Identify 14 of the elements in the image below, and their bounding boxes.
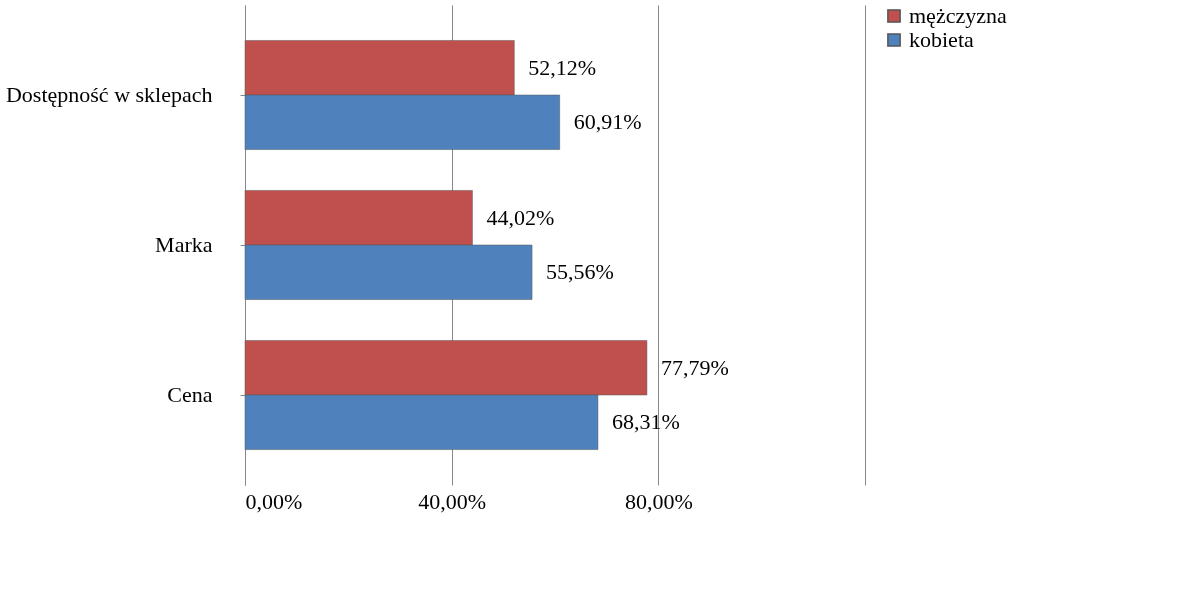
data-label: 77,79% <box>660 354 729 380</box>
data-label: 60,91% <box>573 109 642 135</box>
x-tick-label: 40,00% <box>418 488 487 514</box>
legend-label: mężczyzna <box>909 3 1007 28</box>
data-label: 52,12% <box>528 54 597 80</box>
data-label: 55,56% <box>546 259 614 285</box>
legend-label: kobieta <box>909 27 974 52</box>
data-label: 44,02% <box>486 204 555 230</box>
x-tick-label: 80,00% <box>624 488 693 514</box>
y-tick-label: Dostępność w sklepach <box>5 82 213 107</box>
y-tick-label: Marka <box>155 232 213 257</box>
data-label: 68,31% <box>611 409 680 435</box>
y-tick-label: Cena <box>167 382 213 407</box>
x-tick-label: 0,00% <box>245 488 303 514</box>
